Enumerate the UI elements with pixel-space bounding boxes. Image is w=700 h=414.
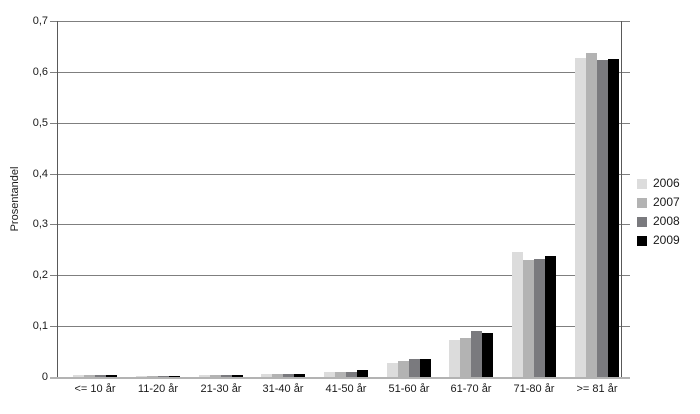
bar-2006-group6	[387, 363, 398, 377]
legend-swatch-icon	[637, 235, 647, 246]
legend-swatch-icon	[637, 178, 647, 189]
bar-2006-group1	[73, 375, 84, 377]
bar-2008-group7	[471, 331, 482, 377]
bar-2009-group1	[106, 375, 117, 377]
legend-item-2009: 2009	[637, 234, 680, 247]
bar-2007-group3	[210, 375, 221, 377]
x-tick-label: 61-70 år	[450, 383, 492, 395]
bar-2006-group8	[512, 252, 523, 377]
x-tick-label: 51-60 år	[388, 383, 430, 395]
bar-2009-group9	[608, 59, 619, 377]
x-tick-label: >= 81 år	[576, 383, 618, 395]
x-tick-label: 11-20 år	[137, 383, 179, 395]
bar-2006-group4	[261, 374, 272, 377]
bar-2006-group3	[199, 375, 210, 377]
gridline	[50, 123, 630, 124]
legend-item-2007: 2007	[637, 196, 680, 209]
bar-2008-group3	[221, 375, 232, 377]
bar-2007-group5	[335, 372, 346, 377]
y-tick-label: 0,2	[32, 269, 48, 281]
bar-2008-group8	[534, 259, 545, 377]
bar-2009-group8	[545, 256, 556, 377]
bar-2008-group2	[158, 376, 169, 377]
bar-2008-group6	[409, 359, 420, 377]
bar-2007-group6	[398, 361, 409, 377]
bar-2006-group2	[136, 376, 147, 377]
gridline	[50, 275, 630, 276]
legend-item-2008: 2008	[637, 215, 680, 228]
bar-2009-group7	[482, 333, 493, 377]
legend-label: 2006	[653, 176, 680, 190]
right-frame-line	[621, 21, 622, 377]
bar-2009-group5	[357, 370, 368, 377]
legend-item-2006: 2006	[637, 177, 680, 190]
bar-2008-group4	[283, 374, 294, 377]
bar-2007-group9	[586, 53, 597, 377]
legend-label: 2007	[653, 195, 680, 209]
y-tick-label: 0,7	[32, 15, 48, 27]
y-tick-label: 0,4	[32, 168, 48, 180]
legend-swatch-icon	[637, 216, 647, 227]
y-tick-label: 0	[41, 371, 48, 383]
x-tick-label: 71-80 år	[513, 383, 555, 395]
x-tick-label: 41-50 år	[325, 383, 367, 395]
x-tick-label: 21-30 år	[200, 383, 242, 395]
legend-label: 2008	[653, 214, 680, 228]
y-tick-label: 0,3	[32, 218, 48, 230]
bar-2007-group2	[147, 376, 158, 377]
legend: 2006 2007 2008 2009	[637, 177, 680, 247]
bar-2007-group4	[272, 374, 283, 377]
bar-2008-group1	[95, 375, 106, 377]
legend-swatch-icon	[637, 197, 647, 208]
x-tick-label: 31-40 år	[262, 383, 304, 395]
gridline	[50, 72, 630, 73]
gridline	[50, 224, 630, 225]
bar-2009-group6	[420, 359, 431, 377]
gridline	[50, 21, 630, 22]
bar-2007-group1	[84, 375, 95, 377]
bar-2009-group2	[169, 376, 180, 377]
bar-2008-group9	[597, 60, 608, 377]
x-tick-label: <= 10 år	[74, 383, 116, 395]
gridline	[50, 326, 630, 327]
gridline	[50, 174, 630, 175]
bar-2007-group8	[523, 260, 534, 377]
bar-2009-group4	[294, 374, 305, 377]
y-tick-label: 0,1	[32, 320, 48, 332]
y-axis-line	[57, 21, 58, 377]
bar-2006-group9	[575, 58, 586, 377]
bar-2009-group3	[232, 375, 243, 377]
bar-2006-group7	[449, 340, 460, 377]
bar-2006-group5	[324, 372, 335, 377]
y-tick-label: 0,6	[32, 66, 48, 78]
bar-2008-group5	[346, 372, 357, 377]
x-axis-line	[50, 377, 630, 379]
bar-2007-group7	[460, 338, 471, 377]
legend-label: 2009	[653, 233, 680, 247]
y-tick-label: 0,5	[32, 117, 48, 129]
